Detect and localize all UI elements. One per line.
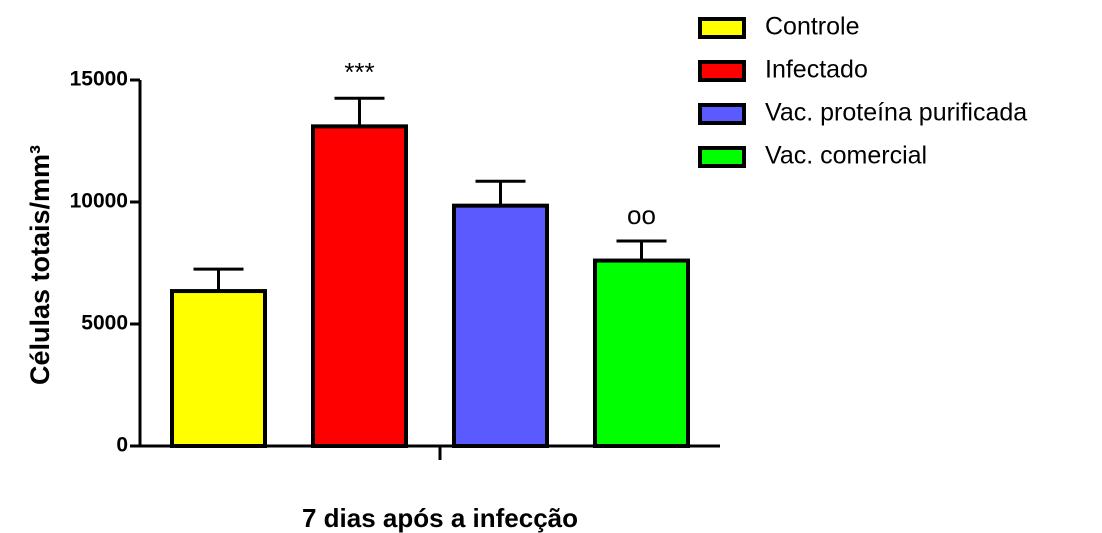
legend-swatch <box>698 146 746 168</box>
annotation: *** <box>344 57 374 87</box>
legend-label: Infectado <box>765 56 868 84</box>
legend-label: Vac. comercial <box>765 142 927 170</box>
legend-swatch <box>698 17 746 39</box>
x-axis-title: 7 dias após a infecção <box>302 503 578 533</box>
y-axis-title: Células totais/mm³ <box>25 145 55 385</box>
legend-label: Vac. proteína purificada <box>765 99 1027 127</box>
y-tick-label: 5000 <box>81 312 128 335</box>
bar <box>170 289 267 448</box>
y-tick-label: 10000 <box>70 190 128 213</box>
annotation: oo <box>627 200 656 230</box>
legend-swatch <box>698 103 746 125</box>
y-tick-label: 15000 <box>70 68 128 91</box>
bar <box>452 203 549 448</box>
bar <box>311 124 408 449</box>
legend-swatch <box>698 60 746 82</box>
bar <box>593 258 690 448</box>
legend-label: Controle <box>765 13 860 41</box>
y-tick-label: 0 <box>116 434 128 457</box>
